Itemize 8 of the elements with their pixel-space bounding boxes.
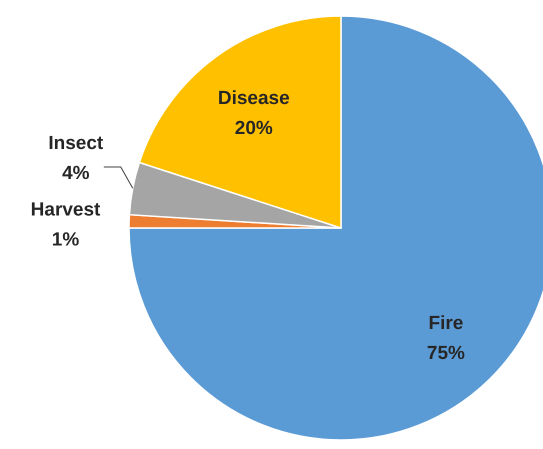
slice-label: Fire: [428, 312, 464, 334]
data-label: 20%: [234, 118, 273, 139]
slice-label: Disease: [218, 88, 290, 109]
slice-label: Insect: [48, 132, 104, 154]
data-label: 1%: [52, 229, 80, 250]
data-label: 75%: [426, 342, 466, 364]
data-label: 4%: [62, 162, 90, 184]
slice-label: Harvest: [30, 199, 102, 220]
